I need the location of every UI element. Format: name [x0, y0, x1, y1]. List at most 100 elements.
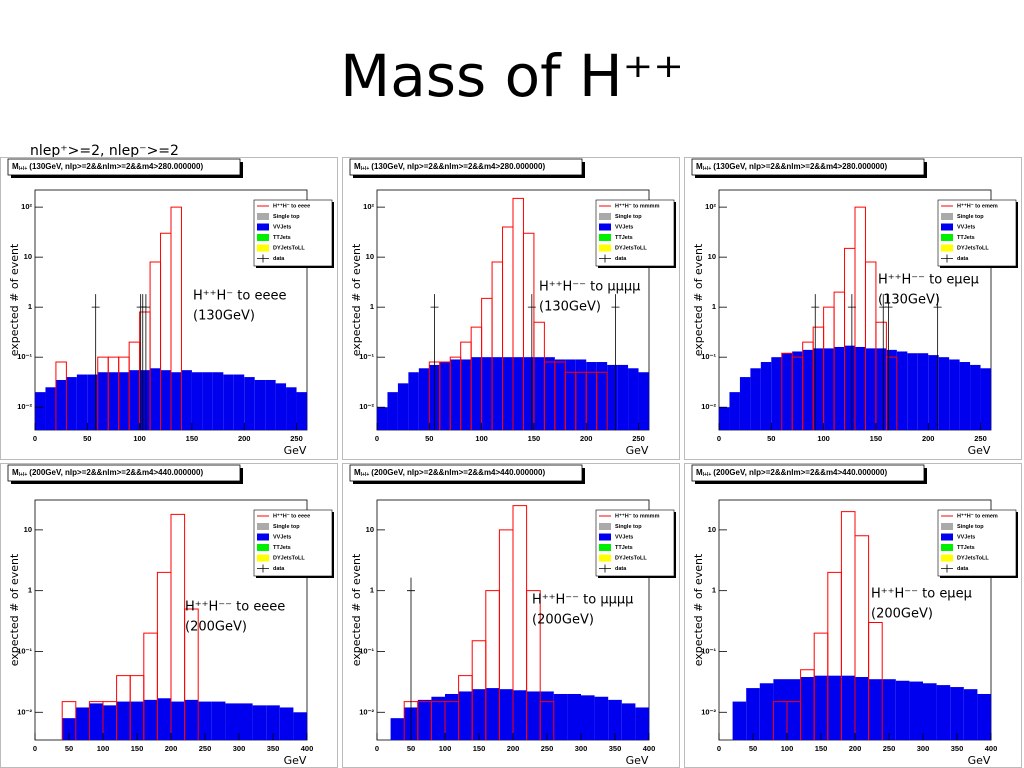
hist-bar	[118, 372, 130, 430]
title-subscript: l+l+	[19, 472, 28, 478]
panel: Ml+l+ (130GeV, nlp>=2&&nlm>=2&&m4>280.000…	[342, 157, 680, 460]
plot-title: Ml+l+ (200GeV, nlp>=2&&nlm>=2&&m4>440.000…	[12, 468, 203, 478]
y-tick-label: 10⁻²	[359, 402, 374, 411]
legend-swatch	[941, 254, 953, 263]
y-tick-label: 10	[24, 525, 32, 534]
x-tick-label: 0	[375, 434, 379, 443]
title-box	[349, 158, 583, 176]
annotation: (200GeV)	[532, 613, 594, 628]
hist-bar	[481, 357, 493, 430]
y-tick-label: 10	[366, 252, 374, 261]
legend-swatch	[941, 544, 953, 551]
legend-swatch	[257, 244, 269, 252]
slide-title: Mass of H⁺⁺	[340, 42, 684, 110]
hist-bar	[181, 370, 192, 430]
y-axis-label: expected # of event	[8, 243, 21, 356]
hist-step	[55, 361, 67, 430]
hist-bar	[781, 353, 793, 430]
plot-title: Ml+l+ (130GeV, nlp>=2&&nlm>=2&&m4>280.000…	[696, 162, 887, 172]
hist-bar	[460, 359, 472, 430]
annotation: H⁺⁺H⁻⁻ to eμeμ	[878, 273, 979, 288]
data-point	[933, 294, 942, 430]
hist-bar	[275, 383, 287, 430]
hist-bar	[445, 693, 459, 740]
hist-bar	[55, 379, 67, 430]
legend-label: data	[615, 566, 627, 572]
hist-step	[526, 590, 541, 740]
hist-bar	[296, 392, 307, 430]
legend-box	[253, 509, 333, 577]
x-tick-label: 100	[439, 744, 452, 753]
legend-label: DYJetsToLL	[615, 555, 647, 561]
hist-bar	[252, 705, 267, 740]
title-box	[7, 464, 241, 482]
annotation: H⁺⁺H⁻ to eeee	[193, 289, 286, 304]
legend-swatch	[599, 564, 611, 573]
hist-bar	[823, 348, 835, 430]
hist-bar	[628, 368, 639, 430]
title-main: M	[354, 468, 361, 477]
x-tick-label: 150	[186, 434, 199, 443]
x-tick-label: 200	[580, 434, 593, 443]
title-subscript: l+l+	[703, 166, 712, 172]
hist-bar	[417, 699, 432, 740]
hist-bar	[875, 348, 887, 430]
hist-bar	[526, 691, 541, 740]
hist-bar	[502, 357, 513, 430]
hist-bar	[544, 357, 555, 430]
legend-swatch	[257, 254, 269, 263]
data-point	[884, 294, 893, 430]
legend-swatch	[599, 213, 611, 220]
hist-bar	[617, 364, 629, 430]
hist-step	[596, 371, 608, 430]
x-tick-label: 0	[33, 744, 37, 753]
data-point	[141, 294, 150, 430]
legend-label: Single top	[957, 524, 984, 530]
hist-bar	[184, 699, 199, 740]
x-tick-label: 0	[33, 434, 37, 443]
x-tick-label: 300	[917, 744, 930, 753]
hist-bar	[844, 345, 855, 430]
y-axis-label: expected # of event	[692, 243, 705, 356]
annotation: (130GeV)	[193, 309, 255, 324]
title-suffix: (130GeV, nlp>=2&&nlm>=2&&m4>280.000000)	[713, 162, 887, 171]
hist-bar	[732, 701, 747, 740]
legend-label: VVJets	[615, 224, 633, 230]
subtitle: nlep⁺>=2, nlep⁻>=2	[30, 143, 179, 159]
panel: Ml+l+ (200GeV, nlp>=2&&nlm>=2&&m4>440.000…	[0, 463, 338, 768]
hist-bar	[523, 357, 534, 430]
y-tick-label: 1	[712, 586, 716, 595]
hist-bar	[608, 699, 622, 740]
hist-bar	[286, 387, 297, 430]
legend-swatch	[257, 544, 269, 551]
legend-swatch	[257, 564, 269, 573]
legend-swatch	[257, 523, 269, 530]
hist-bar	[607, 364, 618, 430]
hist-bar	[116, 701, 131, 740]
data-point	[527, 294, 536, 430]
legend-swatch	[257, 533, 269, 541]
hist-bar	[959, 362, 971, 430]
annotation: (130GeV)	[539, 300, 601, 315]
title-subscript: l+l+	[19, 166, 28, 172]
annotation: (200GeV)	[871, 607, 933, 622]
legend-swatch	[599, 554, 611, 562]
x-tick-label: 250	[974, 434, 987, 443]
annotation: (130GeV)	[878, 293, 940, 308]
legend-label: data	[957, 256, 969, 262]
annotation: H⁺⁺H⁻⁻ to eμeμ	[871, 587, 972, 602]
legend-swatch	[257, 223, 269, 231]
hist-bar	[139, 370, 151, 430]
data-point	[611, 294, 620, 430]
legend-swatch	[941, 554, 953, 562]
hist-bar	[254, 379, 266, 430]
legend-label: data	[615, 256, 627, 262]
hist-bar	[567, 693, 581, 740]
hist-bar	[212, 372, 224, 430]
x-tick-label: 200	[849, 744, 862, 753]
hist-bar	[458, 691, 473, 740]
hist-bar	[586, 362, 597, 430]
title-subscript: l+l+	[703, 472, 712, 478]
hist-bar	[160, 370, 171, 430]
hist-bar	[76, 374, 88, 430]
